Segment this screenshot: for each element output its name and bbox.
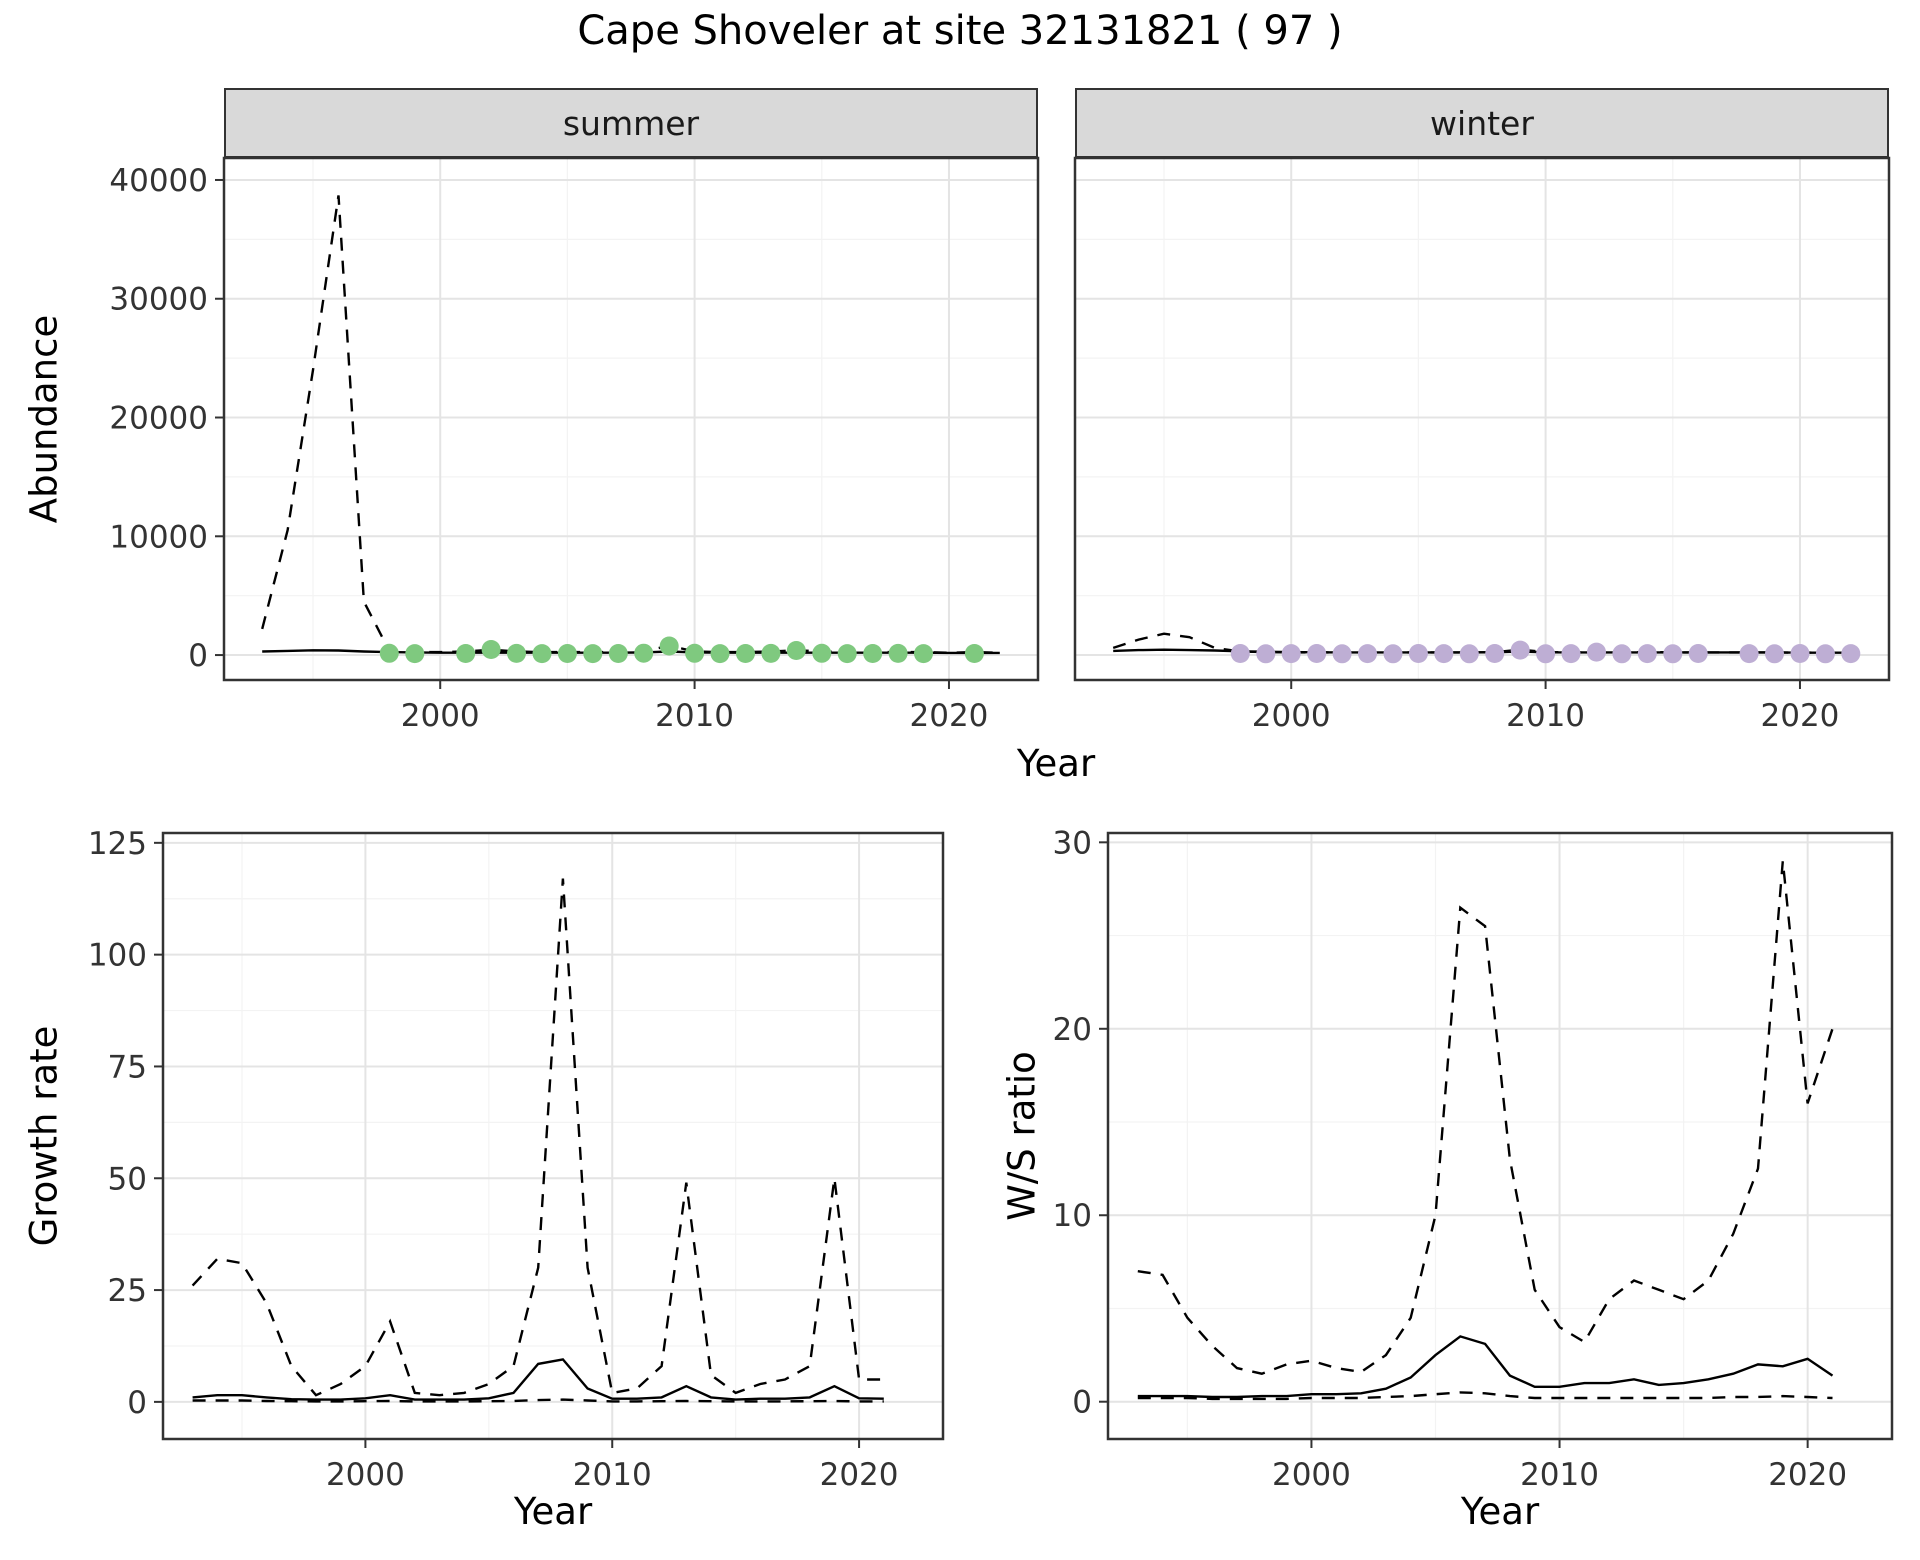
x-tick-label: 2000: [326, 1457, 405, 1493]
data-point-observed-count: [710, 644, 730, 664]
data-point-observed-count: [1536, 644, 1556, 664]
y-tick-label: 0: [1072, 1385, 1092, 1421]
data-point-observed-count: [1383, 644, 1403, 664]
y-tick-label: 10000: [109, 519, 208, 555]
data-point-observed-count: [1790, 644, 1810, 663]
data-point-observed-count: [1739, 644, 1759, 664]
y-tick-label: 20: [1053, 1012, 1092, 1048]
y-tick-label: 125: [88, 826, 147, 862]
y-tick-label: 10: [1053, 1198, 1092, 1234]
data-point-observed-count: [1587, 642, 1606, 662]
x-axis-title-top: Year: [1016, 742, 1096, 785]
data-point-observed-count: [1256, 644, 1276, 664]
data-point-observed-count: [863, 644, 883, 663]
data-point-observed-count: [1332, 644, 1352, 664]
data-point-observed-count: [481, 640, 501, 659]
data-point-observed-count: [1663, 644, 1683, 664]
data-point-observed-count: [812, 643, 832, 663]
chart-title: Cape Shoveler at site 32131821 ( 97 ): [577, 8, 1343, 54]
data-point-observed-count: [507, 643, 526, 663]
series-ci-upper: [261, 195, 1000, 654]
y-tick-label: 20000: [109, 401, 208, 437]
panel-border: [161, 831, 945, 1441]
data-point-observed-count: [1459, 644, 1479, 664]
data-point-observed-count: [685, 643, 705, 663]
y-tick-label: 0: [188, 638, 208, 674]
x-tick-label: 2010: [1520, 1457, 1599, 1493]
data-point-observed-count: [888, 643, 908, 663]
x-tick-label: 2000: [1272, 1457, 1351, 1493]
data-point-observed-count: [405, 644, 425, 664]
data-point-observed-count: [532, 644, 552, 664]
data-point-observed-count: [1688, 644, 1708, 663]
y-tick-label: 40000: [109, 163, 208, 199]
x-tick-label: 2020: [1768, 1457, 1847, 1493]
x-axis-title-growth: Year: [513, 1490, 593, 1533]
y-tick-label: 75: [108, 1049, 147, 1085]
data-point-observed-count: [736, 644, 755, 663]
panel-border: [1073, 156, 1891, 682]
x-tick-label: 2020: [910, 698, 989, 734]
data-point-observed-count: [1841, 644, 1861, 664]
facet-strip-summer: summer: [224, 88, 1038, 158]
data-point-observed-count: [761, 643, 781, 663]
y-tick-label: 0: [127, 1385, 147, 1421]
data-point-observed-count: [1230, 644, 1250, 663]
data-point-observed-count: [1815, 644, 1835, 664]
data-point-observed-count: [1765, 644, 1784, 664]
series-ci-upper: [1137, 860, 1834, 1375]
x-tick-label: 2020: [1761, 698, 1840, 734]
data-point-observed-count: [557, 644, 577, 663]
abundance-plot: 2000 2010 2020 0 10000 20000 30000 40000 2000 201…: [109, 156, 1891, 734]
series-ci-lower: [192, 1398, 884, 1403]
data-point-observed-count: [456, 644, 476, 663]
data-point-observed-count: [659, 636, 679, 656]
x-tick-label: 2000: [401, 698, 480, 734]
data-point-observed-count: [1358, 644, 1377, 664]
data-point-observed-count: [837, 644, 857, 664]
data-point-observed-count: [1612, 644, 1632, 664]
series-estimate: [1137, 1335, 1834, 1399]
x-tick-label: 2020: [820, 1457, 899, 1493]
data-point-observed-count: [583, 644, 603, 664]
ws-ratio-plot: 2000 2010 2020 0 10 20 30: [1053, 825, 1894, 1493]
x-tick-label: 2010: [1506, 698, 1585, 734]
data-point-observed-count: [1408, 644, 1428, 663]
series-ci-lower: [1137, 1391, 1833, 1401]
data-point-observed-count: [1485, 644, 1505, 663]
y-tick-label: 25: [108, 1273, 147, 1309]
data-point-observed-count: [379, 643, 399, 663]
data-point-observed-count: [1561, 644, 1581, 664]
x-tick-label: 2010: [573, 1457, 652, 1493]
data-point-observed-count: [1637, 644, 1657, 664]
y-tick-label: 30: [1053, 825, 1092, 861]
data-point-observed-count: [1434, 644, 1454, 664]
data-point-observed-count: [1510, 640, 1530, 660]
x-axis-title-ws: Year: [1460, 1490, 1540, 1533]
panel-border: [222, 156, 1040, 682]
data-point-observed-count: [634, 643, 654, 663]
data-point-observed-count: [1281, 644, 1301, 664]
data-point-observed-count: [964, 644, 984, 663]
series-estimate: [192, 1358, 884, 1401]
panel-border: [1106, 831, 1894, 1441]
y-tick-label: 30000: [109, 282, 208, 318]
growth-rate-plot: 2000 2010 2020 0 25 50 75 100 125: [88, 826, 945, 1493]
series-ci-upper: [191, 878, 884, 1397]
data-point-observed-count: [914, 644, 933, 664]
data-point-observed-count: [1307, 644, 1327, 663]
y-tick-label: 50: [108, 1161, 147, 1197]
data-point-observed-count: [608, 644, 628, 663]
data-point-observed-count: [786, 641, 806, 660]
x-tick-label: 2010: [655, 698, 734, 734]
x-tick-label: 2000: [1252, 698, 1331, 734]
y-tick-label: 100: [88, 938, 147, 974]
